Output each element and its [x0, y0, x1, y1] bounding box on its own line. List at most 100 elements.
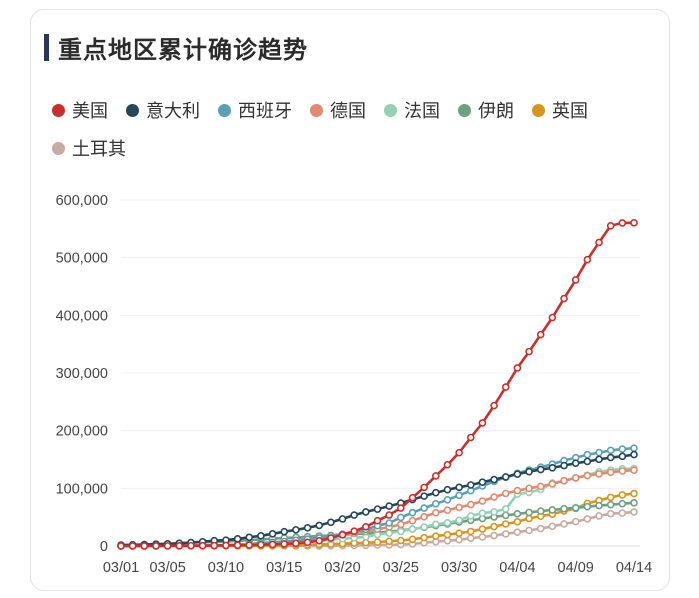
data-point[interactable]	[455, 535, 463, 544]
data-point[interactable]	[140, 542, 149, 550]
data-point[interactable]	[443, 496, 452, 504]
data-point[interactable]	[501, 489, 510, 498]
data-point[interactable]	[117, 542, 125, 550]
data-point[interactable]	[501, 473, 510, 481]
data-point[interactable]	[373, 538, 382, 546]
data-point[interactable]	[513, 510, 522, 518]
data-point[interactable]	[595, 501, 603, 510]
data-point[interactable]	[431, 472, 440, 480]
data-point[interactable]	[408, 493, 417, 502]
data-point[interactable]	[478, 419, 487, 427]
data-point[interactable]	[385, 519, 393, 527]
data-point[interactable]	[466, 534, 475, 542]
data-point[interactable]	[292, 526, 300, 534]
data-point[interactable]	[210, 541, 219, 550]
data-point[interactable]	[233, 535, 242, 543]
data-point[interactable]	[630, 450, 638, 459]
data-point[interactable]	[362, 538, 370, 547]
data-point[interactable]	[338, 531, 347, 539]
data-point[interactable]	[420, 512, 428, 521]
data-point[interactable]	[280, 540, 289, 548]
data-point[interactable]	[478, 478, 487, 487]
data-point[interactable]	[606, 500, 615, 509]
data-point[interactable]	[245, 533, 254, 542]
data-point[interactable]	[501, 520, 510, 528]
data-point[interactable]	[630, 499, 638, 507]
data-point[interactable]	[525, 347, 533, 356]
data-point[interactable]	[513, 470, 522, 478]
legend-item[interactable]: 土耳其	[52, 136, 126, 160]
data-point[interactable]	[350, 511, 358, 519]
data-point[interactable]	[618, 509, 627, 517]
data-point[interactable]	[420, 483, 428, 492]
data-point[interactable]	[245, 541, 254, 549]
data-point[interactable]	[408, 525, 417, 533]
data-point[interactable]	[443, 506, 452, 514]
data-point[interactable]	[606, 468, 615, 477]
data-point[interactable]	[583, 450, 592, 459]
data-point[interactable]	[513, 364, 522, 372]
data-point[interactable]	[315, 536, 324, 545]
data-point[interactable]	[618, 452, 627, 461]
data-point[interactable]	[362, 508, 370, 516]
data-point[interactable]	[268, 529, 277, 538]
data-point[interactable]	[431, 532, 440, 540]
data-point[interactable]	[560, 461, 568, 470]
data-point[interactable]	[385, 511, 393, 519]
data-point[interactable]	[397, 504, 405, 512]
data-point[interactable]	[536, 482, 545, 491]
data-point[interactable]	[560, 476, 568, 485]
data-point[interactable]	[525, 514, 533, 523]
data-point[interactable]	[536, 330, 545, 339]
data-point[interactable]	[350, 527, 358, 536]
data-point[interactable]	[327, 534, 335, 542]
data-point[interactable]	[525, 467, 533, 476]
data-point[interactable]	[536, 465, 545, 474]
data-point[interactable]	[431, 508, 440, 517]
data-point[interactable]	[525, 508, 533, 517]
data-point[interactable]	[466, 481, 475, 489]
data-point[interactable]	[583, 502, 592, 511]
data-point[interactable]	[455, 491, 463, 500]
data-point[interactable]	[268, 540, 277, 549]
data-point[interactable]	[630, 466, 638, 475]
data-point[interactable]	[595, 448, 603, 457]
data-point[interactable]	[303, 538, 312, 547]
data-point[interactable]	[455, 503, 463, 512]
data-point[interactable]	[490, 475, 498, 484]
data-point[interactable]	[420, 523, 428, 531]
data-point[interactable]	[443, 519, 452, 527]
data-point[interactable]	[257, 540, 265, 549]
data-point[interactable]	[630, 489, 638, 498]
data-point[interactable]	[222, 541, 230, 550]
data-point[interactable]	[536, 524, 545, 533]
data-point[interactable]	[606, 453, 615, 462]
data-point[interactable]	[618, 445, 627, 453]
data-point[interactable]	[455, 483, 463, 492]
data-point[interactable]	[408, 508, 417, 517]
data-point[interactable]	[466, 527, 475, 536]
data-point[interactable]	[408, 516, 417, 525]
data-point[interactable]	[606, 493, 615, 502]
data-point[interactable]	[606, 509, 615, 518]
data-point[interactable]	[618, 491, 627, 499]
legend-item[interactable]: 法国	[384, 98, 440, 122]
data-point[interactable]	[571, 459, 580, 467]
data-point[interactable]	[420, 492, 428, 500]
data-point[interactable]	[408, 535, 417, 544]
data-point[interactable]	[571, 474, 580, 482]
data-point[interactable]	[525, 484, 533, 493]
data-point[interactable]	[152, 542, 160, 550]
data-point[interactable]	[431, 499, 440, 508]
data-point[interactable]	[478, 525, 487, 533]
data-point[interactable]	[187, 541, 195, 550]
data-point[interactable]	[630, 219, 638, 227]
legend-item[interactable]: 伊朗	[458, 98, 514, 122]
data-point[interactable]	[362, 523, 370, 531]
data-point[interactable]	[397, 536, 405, 545]
data-point[interactable]	[490, 493, 498, 501]
data-point[interactable]	[513, 518, 522, 526]
data-point[interactable]	[560, 504, 568, 513]
data-point[interactable]	[630, 508, 638, 516]
data-point[interactable]	[583, 457, 592, 466]
